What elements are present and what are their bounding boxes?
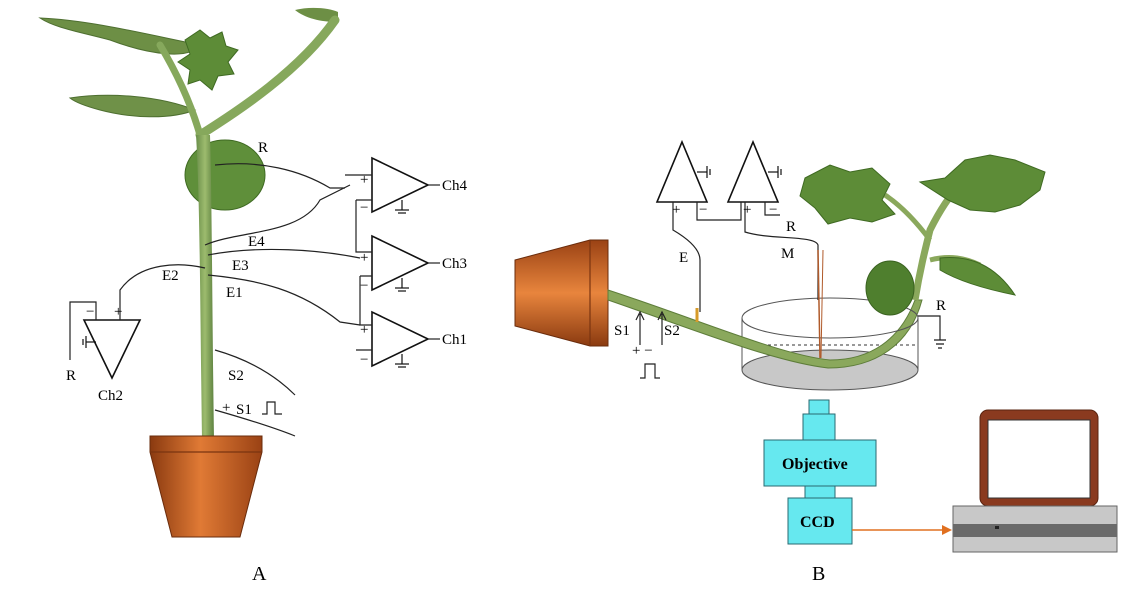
pot-b bbox=[514, 239, 609, 347]
pulse-symbol-b bbox=[640, 363, 660, 379]
leaf-b-right bbox=[918, 154, 1046, 213]
label-s2: S2 bbox=[228, 368, 244, 384]
amplifier-ch1 bbox=[371, 310, 430, 368]
label-b-e: E bbox=[679, 250, 688, 266]
label-ch3: Ch3 bbox=[442, 256, 467, 272]
objective-neck bbox=[802, 413, 836, 441]
objective-tip bbox=[808, 399, 830, 415]
objective-box bbox=[763, 439, 877, 487]
stem-b bbox=[607, 289, 923, 369]
branch-right bbox=[195, 15, 340, 140]
pot-a bbox=[149, 435, 263, 538]
label-r-top: R bbox=[258, 140, 268, 156]
leaf-b-round bbox=[865, 260, 915, 316]
label-b-plus-right: + bbox=[743, 202, 751, 218]
amplifier-ch4 bbox=[371, 156, 430, 214]
amplifier-b-right bbox=[726, 139, 780, 203]
label-b-plus-left: + bbox=[672, 202, 680, 218]
leaf-b-left bbox=[799, 164, 896, 225]
label-r-ch2: R bbox=[66, 368, 76, 384]
amplifier-ch2 bbox=[82, 319, 142, 380]
main-stem bbox=[196, 135, 214, 440]
label-e1: E1 bbox=[226, 285, 243, 301]
label-b-s1: S1 bbox=[614, 323, 630, 339]
amp-ch4-minus: − bbox=[360, 200, 368, 216]
label-s1-plus: + bbox=[222, 400, 230, 416]
label-ch4: Ch4 bbox=[442, 178, 468, 194]
branch-left bbox=[156, 41, 204, 139]
amp-ch3-minus: − bbox=[360, 278, 368, 294]
label-s1: S1 bbox=[236, 402, 252, 418]
pulse-symbol-a bbox=[262, 401, 282, 415]
label-b-minus-left: − bbox=[699, 202, 707, 218]
amp-ch3-plus: + bbox=[360, 250, 368, 266]
label-b-plus-minus: + − bbox=[632, 343, 653, 359]
label-e2: E2 bbox=[162, 268, 179, 284]
panel-b: + − + − R E M R S1 S2 + − Objective CCD … bbox=[514, 139, 1118, 585]
leaf-top-left bbox=[38, 17, 201, 55]
amp-ch2-plus: + bbox=[114, 304, 122, 320]
label-b-r-amp: R bbox=[786, 219, 796, 235]
label-ch2: Ch2 bbox=[98, 388, 123, 404]
panel-a: R E4 E3 E2 E1 S2 S1 + R Ch2 Ch4 Ch3 Ch1 … bbox=[38, 7, 468, 585]
label-b-minus-right: − bbox=[769, 202, 777, 218]
amplifier-b-left bbox=[655, 139, 709, 203]
label-e4: E4 bbox=[248, 234, 265, 250]
dish-top bbox=[741, 297, 919, 339]
dish-bottom bbox=[741, 349, 919, 391]
amp-ch1-plus: + bbox=[360, 322, 368, 338]
label-b-m: M bbox=[781, 246, 794, 262]
arrow-to-computer bbox=[942, 525, 952, 535]
ccd-box bbox=[787, 497, 853, 545]
panel-a-caption: A bbox=[252, 563, 267, 585]
panel-b-caption: B bbox=[812, 563, 825, 585]
objective-label: Objective bbox=[782, 456, 848, 473]
label-b-s2: S2 bbox=[664, 323, 680, 339]
monitor-screen bbox=[987, 419, 1091, 499]
leaf-mid-left bbox=[68, 94, 197, 118]
ccd-connector bbox=[804, 485, 836, 499]
leaf-top-right bbox=[295, 7, 338, 22]
ccd-label: CCD bbox=[800, 514, 835, 531]
label-e3: E3 bbox=[232, 258, 249, 274]
amp-ch4-plus: + bbox=[360, 172, 368, 188]
leaf-serrated bbox=[177, 29, 239, 91]
amplifier-ch3 bbox=[371, 234, 430, 292]
leaf-b-lower-right bbox=[939, 256, 1017, 296]
label-b-r-bath: R bbox=[936, 298, 946, 314]
label-ch1: Ch1 bbox=[442, 332, 467, 348]
amp-ch1-minus: − bbox=[360, 352, 368, 368]
amp-ch2-minus: − bbox=[86, 304, 94, 320]
